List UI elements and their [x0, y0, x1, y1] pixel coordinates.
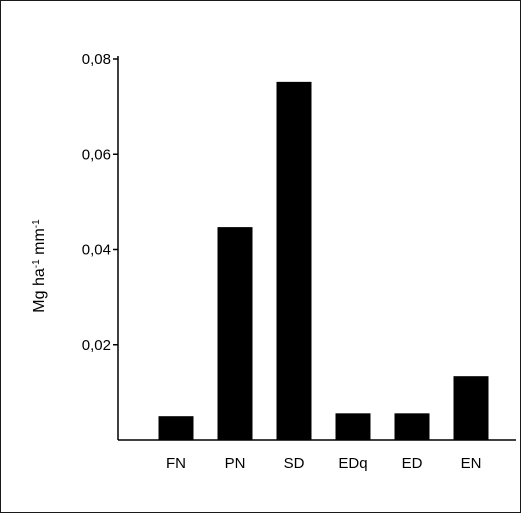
x-tick-labels: FN PN SD EDq ED EN [166, 455, 481, 472]
bar-edq [335, 413, 371, 440]
y-axis-label: Mg ha-1 mm-1 [31, 219, 49, 313]
x-tick-label-pn: PN [225, 455, 246, 472]
x-tick-label-ed: ED [402, 455, 423, 472]
y-tick-label: 0,06 [82, 146, 111, 163]
y-ticks: 0,02 0,04 0,06 0,08 [82, 51, 118, 354]
y-tick-label: 0,02 [82, 337, 111, 354]
bar-sd [276, 81, 312, 441]
x-tick-label-edq: EDq [338, 455, 367, 472]
bar-pn [217, 227, 253, 440]
bar-ed [394, 413, 430, 440]
x-tick-label-fn: FN [166, 455, 186, 472]
y-tick-label: 0,08 [82, 51, 111, 68]
bar-fn [158, 416, 194, 440]
x-tick-label-sd: SD [284, 455, 305, 472]
x-tick-label-en: EN [461, 455, 482, 472]
y-tick-label: 0,04 [82, 242, 111, 259]
bars [158, 81, 489, 441]
bar-en [453, 376, 489, 440]
